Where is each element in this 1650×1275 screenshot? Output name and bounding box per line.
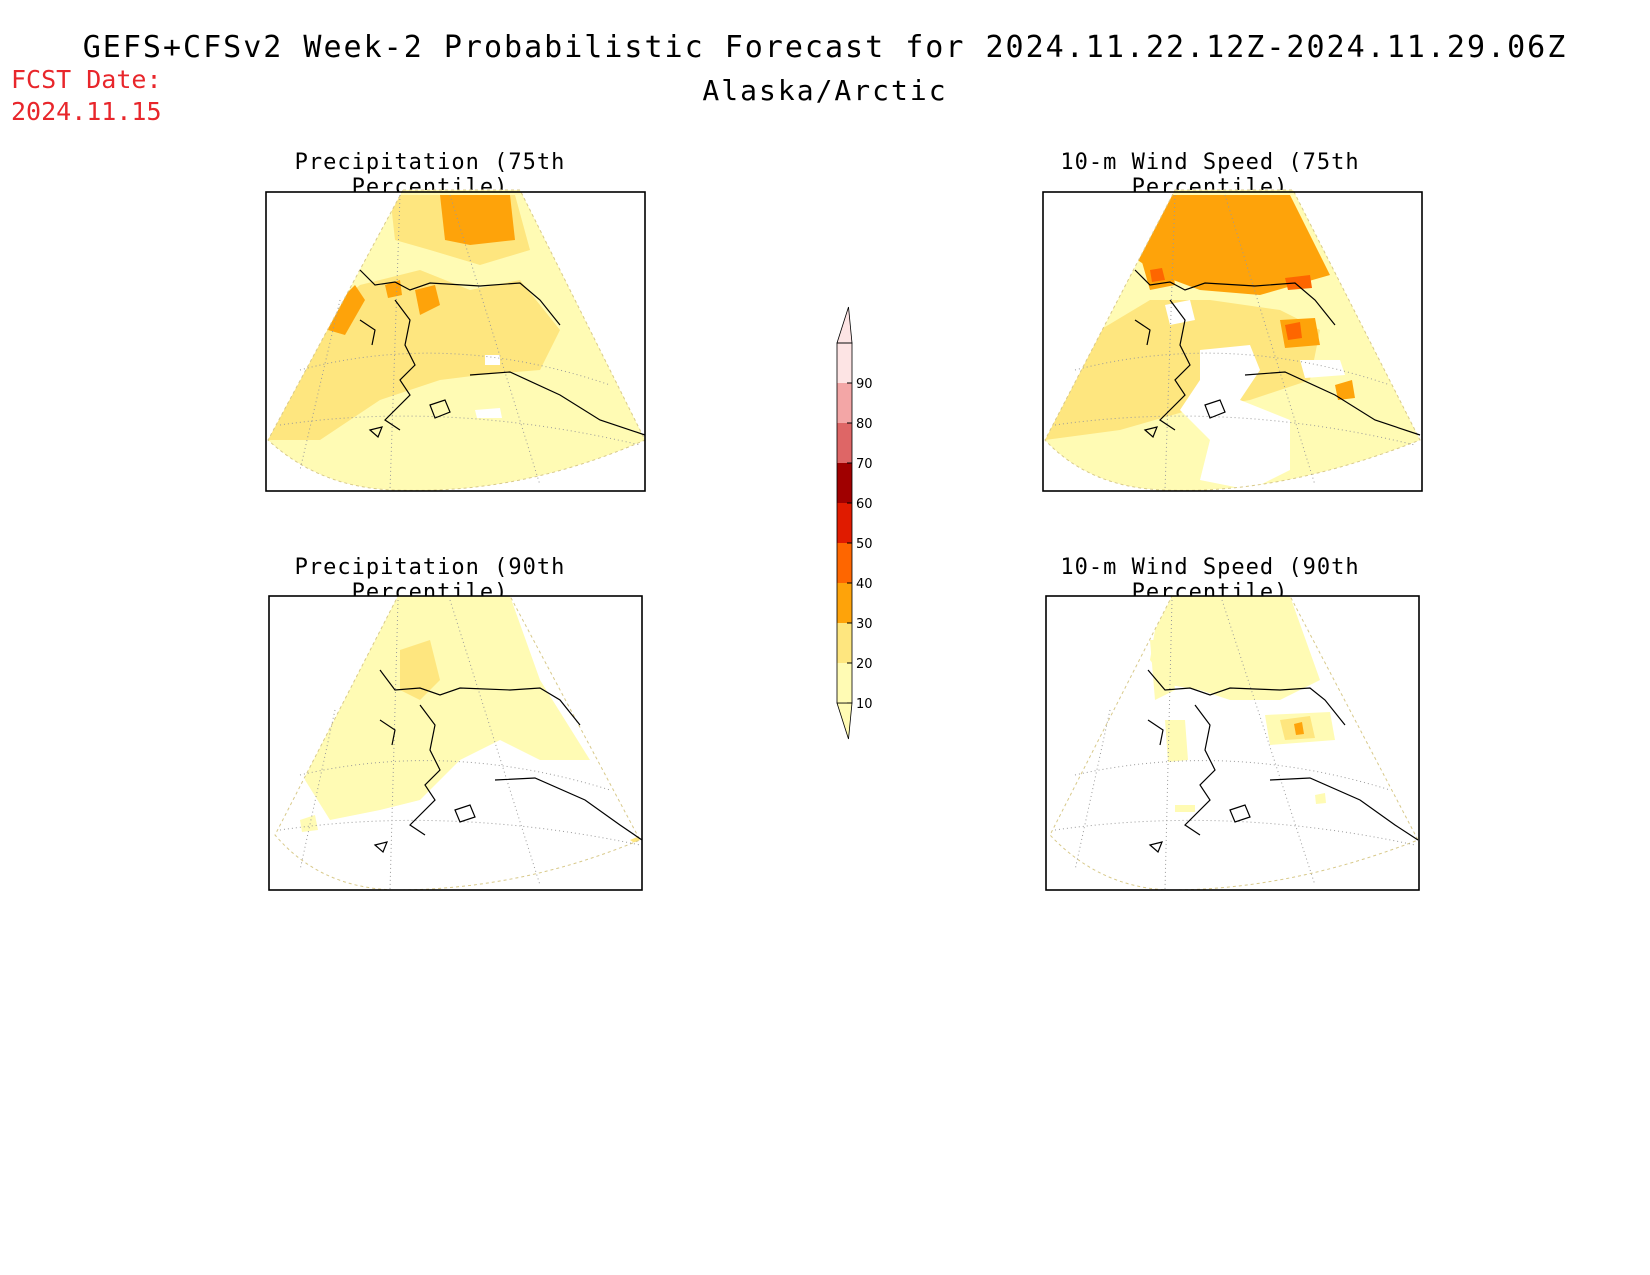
shade-30pct	[440, 195, 515, 245]
fcst-date-value: 2024.11.15	[11, 97, 162, 126]
colorbar: 10 20 30 40 50 60 70 80 90	[836, 306, 873, 740]
shade-20pct	[400, 640, 440, 700]
shade-30pct-south	[1335, 380, 1355, 400]
shade-30pct	[1130, 195, 1330, 295]
colorbar-swatch	[837, 623, 852, 663]
colorbar-label: 20	[856, 657, 873, 672]
colorbar-arrow-high	[836, 306, 853, 344]
no-signal	[1300, 360, 1345, 378]
colorbar-label: 40	[856, 577, 873, 592]
shade-10pct-se	[1315, 793, 1326, 804]
shade-30pct-small	[385, 280, 402, 298]
coastline	[373, 669, 643, 854]
colorbar-label: 60	[856, 497, 873, 512]
shade-40pct-sw	[1150, 268, 1165, 282]
shade-20pct	[1045, 300, 1320, 440]
shade-10pct	[305, 596, 590, 820]
colorbar-label: 70	[856, 457, 873, 472]
colorbar-swatch	[837, 503, 852, 543]
coastline	[1147, 669, 1419, 854]
shade-10pct	[1150, 596, 1320, 700]
region-subtitle: Alaska/Arctic	[702, 74, 948, 107]
colorbar-swatch	[837, 543, 852, 583]
coastline	[359, 269, 646, 439]
colorbar-arrow-low	[836, 702, 853, 740]
shade-10pct-west	[1150, 640, 1175, 700]
colorbar-label: 30	[856, 617, 873, 632]
shade-40pct-north	[1285, 275, 1312, 290]
fcst-date-label: FCST Date:	[11, 65, 162, 94]
shade-10pct-sw	[1165, 720, 1188, 762]
shade-30pct	[1294, 722, 1304, 735]
colorbar-swatch	[837, 383, 852, 423]
map-precip-75	[265, 189, 646, 492]
no-signal	[475, 408, 502, 418]
coastline	[1134, 269, 1421, 439]
colorbar-swatch	[837, 583, 852, 623]
map-wind-75	[1042, 189, 1423, 492]
map-precip-90	[268, 595, 643, 891]
colorbar-swatch	[837, 423, 852, 463]
shade-30pct-mid	[415, 285, 440, 315]
colorbar-swatch	[837, 343, 852, 383]
shade-10pct-west	[300, 815, 318, 832]
main-title: GEFS+CFSv2 Week-2 Probabilistic Forecast…	[82, 30, 1568, 65]
shade-30pct-west	[328, 285, 365, 335]
colorbar-swatch	[837, 463, 852, 503]
shade-10pct-small	[1175, 805, 1195, 812]
shade-40pct	[1285, 322, 1302, 340]
panel-title-precip-75: Precipitation (75th Percentile)	[294, 150, 566, 200]
colorbar-label: 50	[856, 537, 873, 552]
no-signal	[485, 355, 500, 365]
colorbar-swatch	[837, 663, 852, 703]
colorbar-label: 10	[856, 697, 873, 712]
colorbar-label: 80	[856, 417, 873, 432]
colorbar-label: 90	[856, 377, 873, 392]
map-wind-90	[1045, 595, 1420, 891]
